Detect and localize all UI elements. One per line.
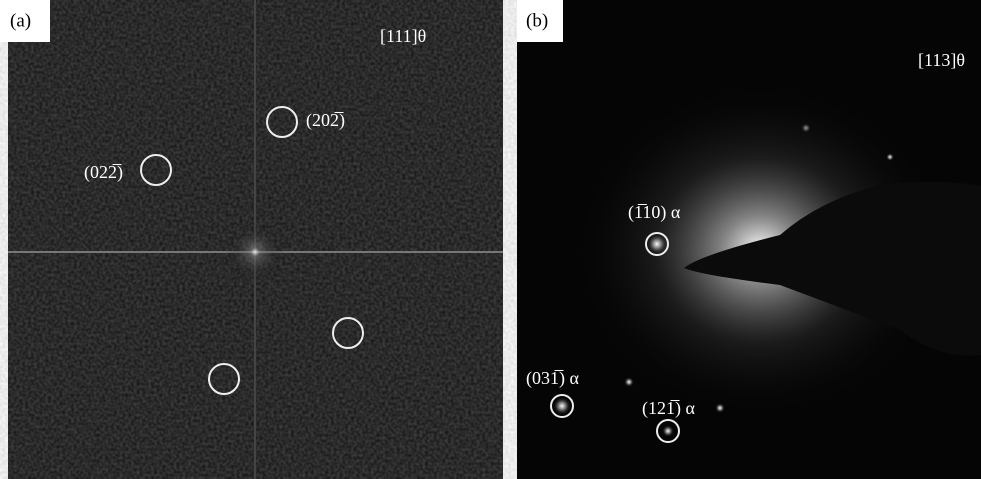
panel-label: (a)	[10, 10, 31, 31]
figure: (a) [111]θ (202̅) (022̅) (b) [113]θ (1̅1…	[0, 0, 981, 479]
panel-label: (b)	[526, 10, 548, 31]
spot-label: (202̅)	[306, 110, 345, 131]
spot	[715, 403, 725, 413]
spot-label: (121̅) α	[642, 398, 695, 419]
spot-label: (1̅10) α	[628, 202, 681, 223]
spot	[801, 123, 811, 133]
spot-label: (022̅)	[84, 162, 123, 183]
panel-b: (b) [113]θ (1̅10) α (031̅) α (121̅) α	[517, 0, 981, 479]
spot	[624, 377, 634, 387]
panel-a: (a) [111]θ (202̅) (022̅)	[0, 0, 503, 479]
spot	[553, 397, 571, 415]
spot	[647, 234, 667, 254]
spot	[886, 153, 894, 161]
zone-axis: [113]θ	[918, 50, 965, 70]
center-glow	[225, 222, 285, 282]
spot-label: (031̅) α	[526, 368, 579, 389]
spot	[662, 425, 674, 437]
zone-axis: [111]θ	[380, 26, 426, 46]
